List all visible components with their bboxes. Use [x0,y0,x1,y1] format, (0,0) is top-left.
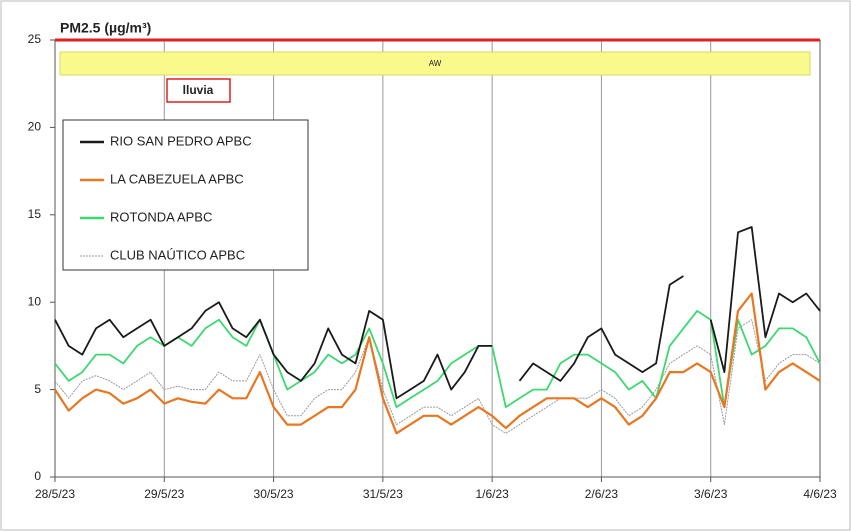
annotation: AW [429,59,442,68]
series-line [54,310,821,408]
y-tick-label: 15 [28,207,42,221]
legend-label: ROTONDA APBC [110,209,212,224]
legend-box [62,119,309,271]
y-tick-label: 10 [28,294,42,308]
y-tick-label: 5 [34,382,41,396]
chart-title: PM2.5 (µg/m³) [60,20,151,36]
x-tick-label: 31/5/23 [363,487,403,501]
x-tick-label: 2/6/23 [585,487,619,501]
series-line [54,292,821,435]
x-tick-label: 30/5/23 [254,487,294,501]
series-line [54,319,821,434]
x-tick-label: 29/5/23 [144,487,184,501]
series-line [54,226,821,400]
annotation: lluvia [183,83,214,97]
y-tick-label: 20 [28,120,42,134]
y-tick-label: 0 [34,469,41,483]
legend-label: RIO SAN PEDRO APBC [110,133,252,148]
lluvia-box [166,78,231,103]
x-tick-label: 1/6/23 [475,487,509,501]
x-tick-label: 3/6/23 [694,487,728,501]
legend-label: LA CABEZUELA APBC [110,171,244,186]
y-tick-label: 25 [28,32,42,46]
legend-label: CLUB NAÚTICO APBC [110,247,245,262]
aw-band [59,51,811,76]
x-tick-label: 28/5/23 [35,487,75,501]
x-tick-label: 4/6/23 [803,487,837,501]
